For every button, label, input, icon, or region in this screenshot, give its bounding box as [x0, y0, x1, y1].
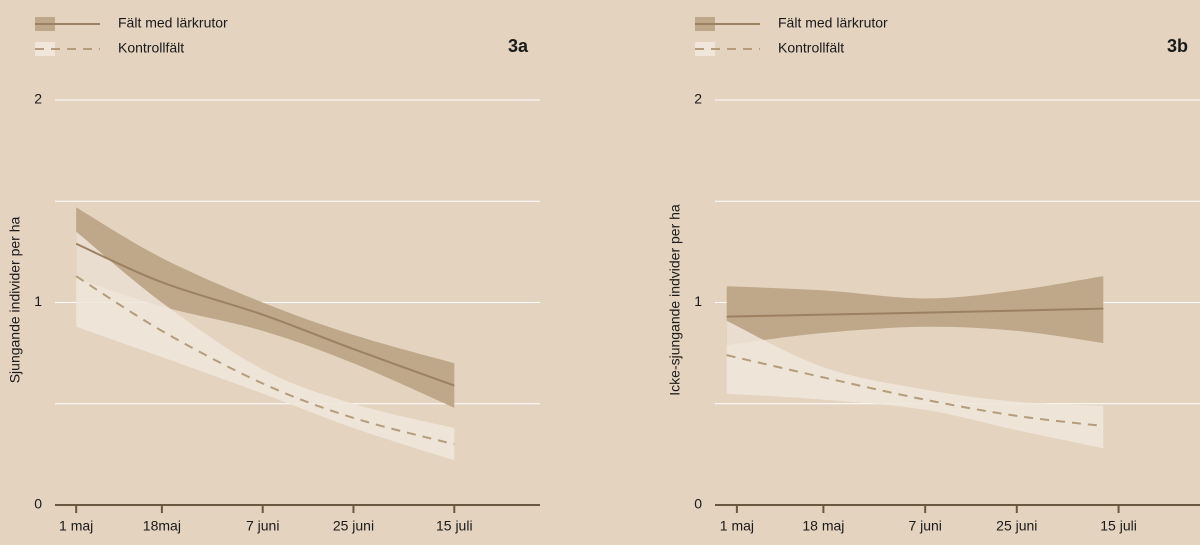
legend-label: Fält med lärkrutor: [118, 15, 228, 31]
series-line: [75, 275, 455, 446]
legend-swatch: [35, 42, 55, 56]
x-tick-label: 15 juli: [436, 518, 473, 534]
x-tick-label: 25 juni: [333, 518, 374, 534]
y-axis-label: Icke-sjungande indvider per ha: [667, 204, 683, 396]
series-line: [726, 354, 1104, 428]
confidence-band: [76, 231, 455, 461]
y-tick-label: 2: [694, 91, 702, 107]
x-tick-label: 25 juni: [996, 518, 1037, 534]
x-tick-label: 1 maj: [720, 518, 754, 534]
panel-label: 3a: [508, 36, 529, 56]
confidence-band: [76, 207, 455, 408]
y-tick-label: 1: [694, 293, 702, 309]
legend-label: Kontrollfält: [778, 40, 844, 56]
panel: 0 1 2 1 maj 18 maj 7 juni 25 juni 15 juli Icke-s…: [667, 15, 1200, 534]
legend-label: Kontrollfält: [118, 40, 184, 56]
y-tick-label: 0: [694, 496, 702, 512]
x-tick-label: 18maj: [143, 518, 181, 534]
y-tick-label: 2: [34, 91, 42, 107]
x-tick-label: 7 juni: [908, 518, 941, 534]
x-tick-label: 7 juni: [246, 518, 279, 534]
y-axis-label: Sjungande individer per ha: [7, 217, 23, 384]
series-line: [75, 242, 455, 387]
confidence-band: [726, 320, 1104, 449]
legend-swatch: [695, 42, 715, 56]
x-tick-label: 18 maj: [802, 518, 844, 534]
legend-label: Fält med lärkrutor: [778, 15, 888, 31]
x-tick-label: 1 maj: [59, 518, 93, 534]
y-tick-label: 0: [34, 496, 42, 512]
x-tick-label: 15 juli: [1100, 518, 1137, 534]
confidence-band: [726, 276, 1104, 346]
y-tick-label: 1: [34, 293, 42, 309]
panel-label: 3b: [1167, 36, 1188, 56]
series-line: [726, 307, 1104, 318]
panel: 0 1 2 1 maj 18maj 7 juni 25 juni 15 juli Sjungan…: [7, 15, 540, 534]
